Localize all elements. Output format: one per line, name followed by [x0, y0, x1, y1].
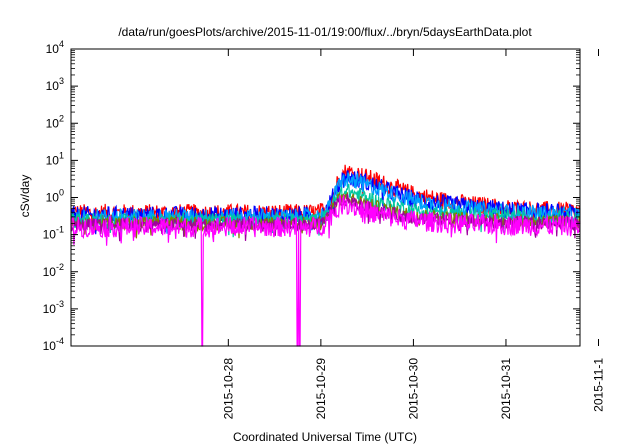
plot-frame: [70, 48, 581, 347]
y-tick-label: 102: [46, 113, 64, 130]
y-tick-label: 10-4: [43, 336, 64, 353]
y-tick-label: 10-2: [43, 262, 64, 279]
x-tick-label: 2015-11-1: [592, 358, 606, 412]
x-axis-label: Coordinated Universal Time (UTC): [233, 430, 417, 444]
y-tick-label: 10-1: [43, 225, 64, 242]
y-axis-label: cSv/day: [18, 175, 32, 218]
chart-title: /data/run/goesPlots/archive/2015-11-01/1…: [118, 25, 532, 39]
y-tick-label: 104: [46, 39, 64, 56]
x-tick-label: 2015-10-29: [314, 358, 328, 420]
series-line: [70, 193, 581, 347]
series-layer: [70, 164, 581, 347]
x-tick-label: 2015-10-30: [406, 358, 420, 420]
x-tick-label: 2015-10-31: [499, 358, 513, 420]
x-tick-label: 2015-10-28: [221, 358, 235, 420]
y-tick-label: 100: [46, 188, 64, 205]
axes-layer: 10-4 10-3 10-2 10-1 100 101 102 103 104 2015-10-2…: [43, 39, 606, 419]
y-tick-label: 101: [46, 150, 64, 167]
y-tick-label: 103: [46, 76, 64, 93]
y-tick-label: 10-3: [43, 299, 64, 316]
